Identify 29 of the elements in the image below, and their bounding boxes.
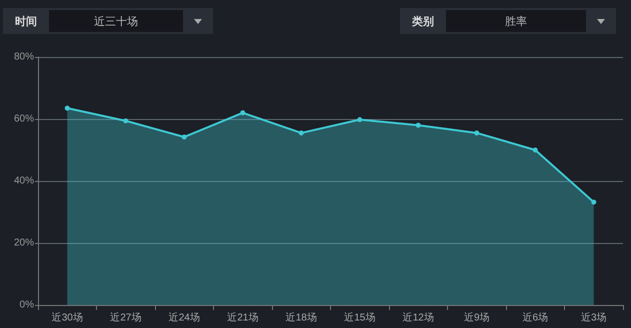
point xyxy=(240,110,246,116)
point xyxy=(591,200,596,205)
point xyxy=(123,118,128,124)
x-tick-label: 近24场 xyxy=(168,312,200,324)
y-tick-label: 60% xyxy=(14,114,34,124)
x-tick-label: 近9场 xyxy=(464,312,490,324)
point xyxy=(64,106,70,111)
point xyxy=(182,134,187,140)
x-tick-label: 近21场 xyxy=(227,312,258,324)
x-tick-label: 近3场 xyxy=(580,312,607,324)
text: 近三十场 xyxy=(49,10,183,32)
y-tick-label: 80% xyxy=(14,52,34,62)
x-tick-label: 近15场 xyxy=(344,312,376,324)
point xyxy=(416,122,421,128)
x-tick-label: 近6场 xyxy=(522,312,548,324)
point xyxy=(357,117,362,122)
point xyxy=(298,130,304,136)
text: 类别 xyxy=(411,14,435,28)
x-tick-label: 近12场 xyxy=(402,312,434,324)
point xyxy=(532,148,538,152)
y-tick-label: 0% xyxy=(20,300,34,310)
text: 时间 xyxy=(14,14,38,28)
x-tick-label: 近30场 xyxy=(52,312,83,324)
y-tick-label: 20% xyxy=(14,238,34,248)
point xyxy=(474,130,480,136)
x-tick-label: 近18场 xyxy=(286,312,317,324)
y-tick-label: 40% xyxy=(14,176,34,186)
text: 胜率 xyxy=(446,10,586,32)
x-tick-label: 近27场 xyxy=(110,312,142,324)
